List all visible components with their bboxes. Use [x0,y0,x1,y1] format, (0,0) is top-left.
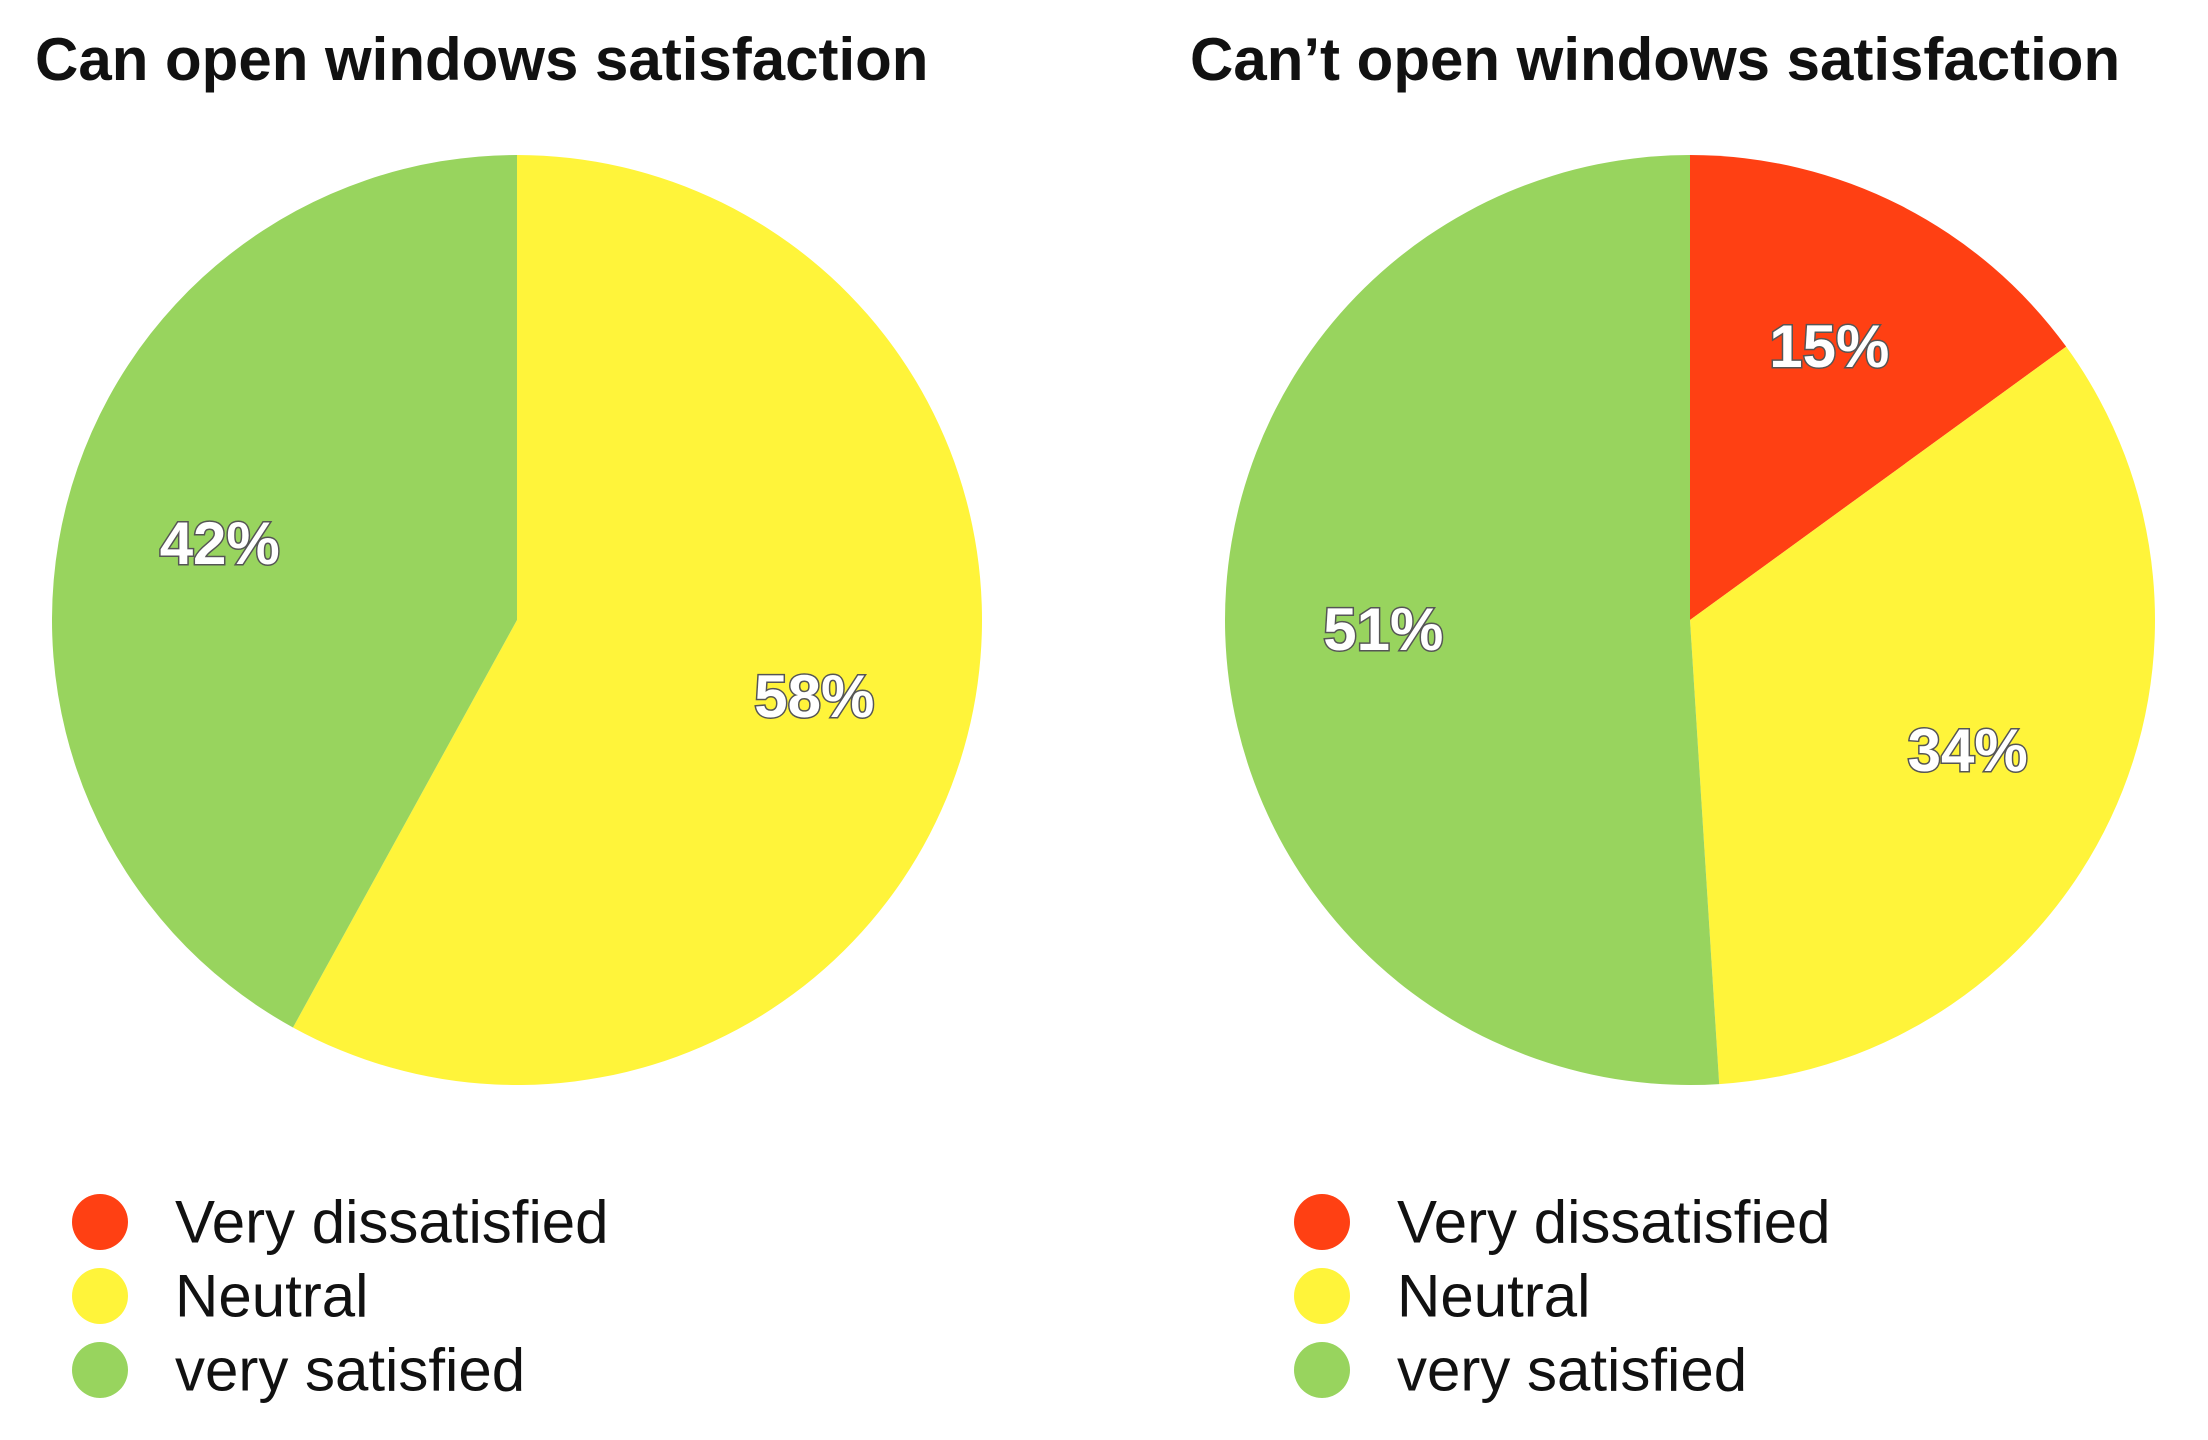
pie-slices [51,154,982,1085]
legend-swatch-very-dissatisfied [72,1194,128,1250]
pie-slice-neutral [1690,346,2155,1085]
pie-slice-neutral [292,155,982,1085]
legend-swatch-very-satisfied [72,1342,128,1398]
chart-cant-open-windows: Can’t open windows satisfaction 15% 34% 51… [1190,26,2155,1404]
legend-swatch-very-satisfied [1294,1342,1350,1398]
pie-slice-very-dissatisfied [1690,155,2067,620]
legend: Very dissatisfied Neutral very satisfied [72,1189,609,1404]
legend-label-neutral: Neutral [1397,1263,1590,1330]
pie-slice-very-satisfied [51,154,517,1028]
pie-slices [1224,155,2155,1085]
slice-label-very-dissatisfied: 15% [1769,313,1889,380]
slice-label-neutral: 34% [1908,717,2028,784]
legend-label-very-dissatisfied: Very dissatisfied [1397,1189,1831,1256]
pie-slice-labels: 15% 34% 51% [1322,312,2030,786]
legend-label-neutral: Neutral [175,1263,368,1330]
legend-label-very-dissatisfied: Very dissatisfied [175,1189,609,1256]
legend-swatch-very-dissatisfied [1294,1194,1350,1250]
chart-can-open-windows: Can open windows satisfaction 58% 42% Ver… [35,26,982,1404]
legend-label-very-satisfied: very satisfied [175,1337,525,1404]
legend-swatch-neutral [72,1268,128,1324]
legend-swatch-neutral [1294,1268,1350,1324]
chart-title: Can’t open windows satisfaction [1190,26,2120,93]
legend: Very dissatisfied Neutral very satisfied [1294,1189,1831,1404]
slice-label-neutral: 58% [754,663,874,730]
legend-label-very-satisfied: very satisfied [1397,1337,1747,1404]
pie-slice-very-satisfied [1224,155,1720,1085]
chart-title: Can open windows satisfaction [35,26,928,93]
slice-label-very-satisfied: 42% [160,510,280,577]
slice-label-very-satisfied: 51% [1323,596,1443,663]
pie-slice-labels: 58% 42% [158,509,876,732]
